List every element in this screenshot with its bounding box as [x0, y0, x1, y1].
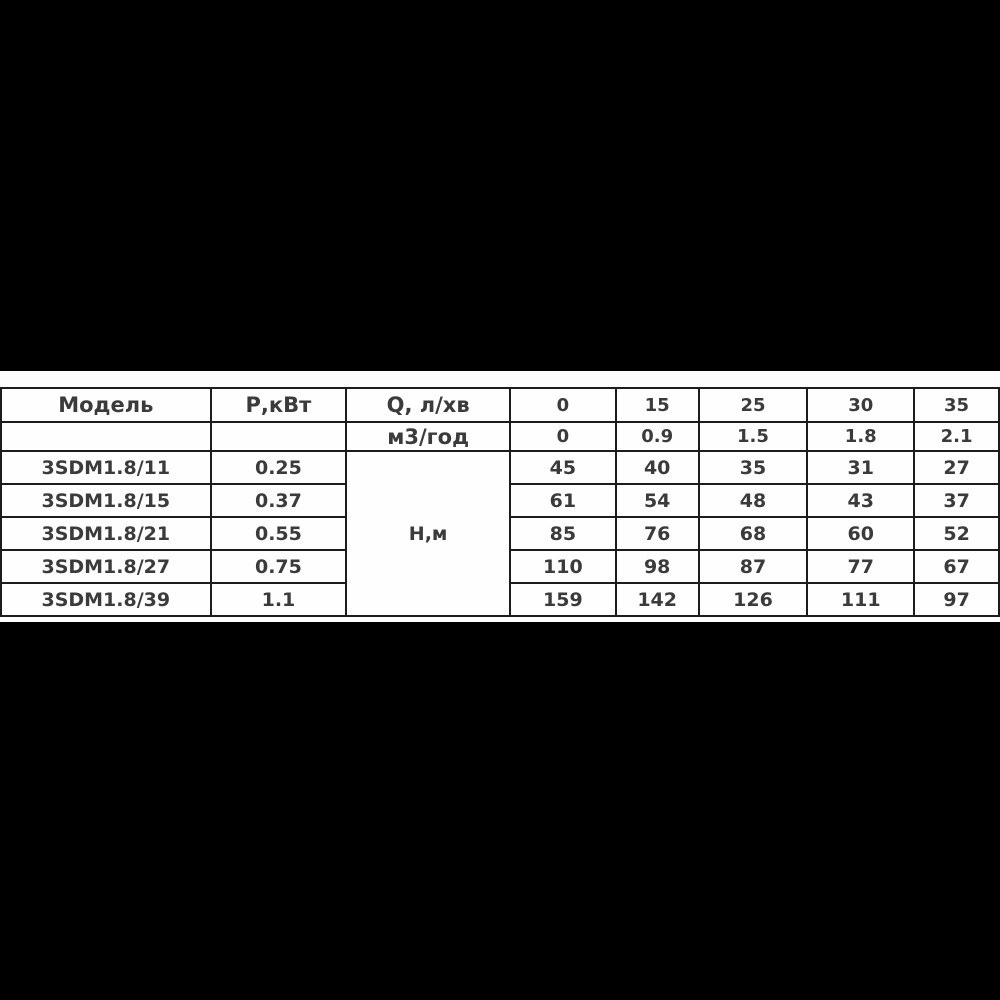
flow-lmin-value: 35 [913, 387, 1000, 423]
head-value: 60 [806, 516, 916, 551]
head-value: 35 [697, 450, 809, 485]
head-value: 126 [697, 582, 809, 617]
power-value: 0.55 [209, 516, 348, 551]
head-value: 97 [913, 582, 1000, 617]
flow-m3h-value: 1.8 [806, 421, 916, 452]
header-flow-m3h: м3/год [345, 421, 511, 452]
flow-m3h-value: 0.9 [614, 421, 700, 452]
power-value: 1.1 [209, 582, 348, 617]
head-value: 111 [806, 582, 916, 617]
table-band: Модель Р,кВт Q, л/хв 0 15 25 30 35 м3/го… [0, 371, 1000, 622]
head-value: 87 [697, 549, 809, 584]
flow-lmin-value: 30 [806, 387, 916, 423]
head-value: 45 [508, 450, 617, 485]
model-name: 3SDM1.8/21 [0, 516, 212, 551]
flow-lmin-value: 15 [614, 387, 700, 423]
flow-m3h-value: 0 [508, 421, 617, 452]
model-name: 3SDM1.8/39 [0, 582, 212, 617]
bottom-black-bar [0, 622, 1000, 1000]
head-value: 40 [614, 450, 700, 485]
header-model: Модель [0, 387, 212, 423]
table-row: 3SDM1.8/15 0.37 61 54 48 43 37 [0, 483, 1000, 518]
head-value: 77 [806, 549, 916, 584]
flow-m3h-value: 1.5 [697, 421, 809, 452]
model-name: 3SDM1.8/15 [0, 483, 212, 518]
header-row-flow-lmin: Модель Р,кВт Q, л/хв 0 15 25 30 35 [0, 387, 1000, 423]
header-row-flow-m3h: м3/год 0 0.9 1.5 1.8 2.1 [0, 421, 1000, 452]
head-value: 159 [508, 582, 617, 617]
head-value: 110 [508, 549, 617, 584]
empty-cell [0, 421, 212, 452]
flow-lmin-value: 0 [508, 387, 617, 423]
header-flow-lmin: Q, л/хв [345, 387, 511, 423]
header-power: Р,кВт [209, 387, 348, 423]
model-name: 3SDM1.8/11 [0, 450, 212, 485]
head-unit-label: Н,м [345, 450, 511, 617]
head-value: 68 [697, 516, 809, 551]
pump-spec-table: Модель Р,кВт Q, л/хв 0 15 25 30 35 м3/го… [0, 387, 1000, 617]
power-value: 0.37 [209, 483, 348, 518]
power-value: 0.25 [209, 450, 348, 485]
table-row: 3SDM1.8/27 0.75 110 98 87 77 67 [0, 549, 1000, 584]
empty-cell [209, 421, 348, 452]
head-value: 76 [614, 516, 700, 551]
flow-lmin-value: 25 [697, 387, 809, 423]
head-value: 43 [806, 483, 916, 518]
top-black-bar [0, 0, 1000, 371]
head-value: 142 [614, 582, 700, 617]
head-value: 98 [614, 549, 700, 584]
table-row: 3SDM1.8/11 0.25 Н,м 45 40 35 31 27 [0, 450, 1000, 617]
model-name: 3SDM1.8/27 [0, 549, 212, 584]
table-row: 3SDM1.8/21 0.55 85 76 68 60 52 [0, 516, 1000, 551]
head-value: 61 [508, 483, 617, 518]
head-value: 37 [913, 483, 1000, 518]
head-value: 67 [913, 549, 1000, 584]
table-row: 3SDM1.8/39 1.1 159 142 126 111 97 [0, 582, 1000, 617]
head-value: 31 [806, 450, 916, 485]
head-value: 85 [508, 516, 617, 551]
head-value: 52 [913, 516, 1000, 551]
flow-m3h-value: 2.1 [913, 421, 1000, 452]
head-value: 27 [913, 450, 1000, 485]
head-value: 48 [697, 483, 809, 518]
power-value: 0.75 [209, 549, 348, 584]
head-value: 54 [614, 483, 700, 518]
